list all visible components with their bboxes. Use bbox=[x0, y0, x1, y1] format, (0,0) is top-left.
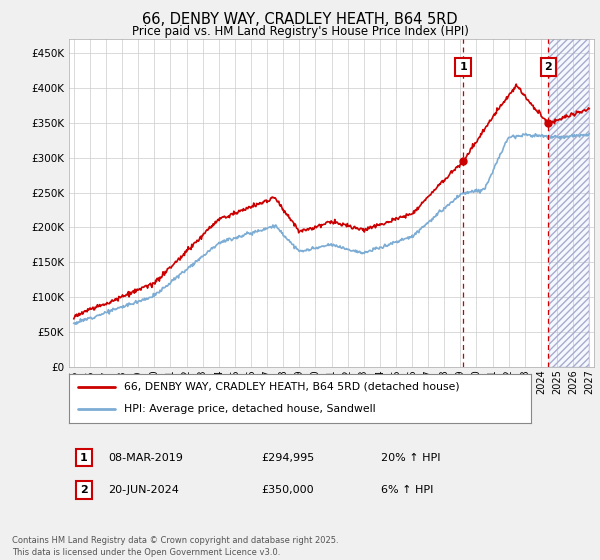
Text: HPI: Average price, detached house, Sandwell: HPI: Average price, detached house, Sand… bbox=[124, 404, 376, 414]
Text: 1: 1 bbox=[460, 62, 467, 72]
Text: 08-MAR-2019: 08-MAR-2019 bbox=[108, 452, 183, 463]
Text: 2: 2 bbox=[80, 485, 88, 495]
Text: Contains HM Land Registry data © Crown copyright and database right 2025.
This d: Contains HM Land Registry data © Crown c… bbox=[12, 536, 338, 557]
Text: 66, DENBY WAY, CRADLEY HEATH, B64 5RD: 66, DENBY WAY, CRADLEY HEATH, B64 5RD bbox=[142, 12, 458, 27]
Text: 20-JUN-2024: 20-JUN-2024 bbox=[108, 485, 179, 495]
Text: 20% ↑ HPI: 20% ↑ HPI bbox=[381, 452, 440, 463]
Text: 2: 2 bbox=[545, 62, 552, 72]
Text: £350,000: £350,000 bbox=[261, 485, 314, 495]
Text: 1: 1 bbox=[80, 452, 88, 463]
Text: Price paid vs. HM Land Registry's House Price Index (HPI): Price paid vs. HM Land Registry's House … bbox=[131, 25, 469, 38]
Text: 66, DENBY WAY, CRADLEY HEATH, B64 5RD (detached house): 66, DENBY WAY, CRADLEY HEATH, B64 5RD (d… bbox=[124, 382, 460, 392]
Text: 6% ↑ HPI: 6% ↑ HPI bbox=[381, 485, 433, 495]
Text: £294,995: £294,995 bbox=[261, 452, 314, 463]
